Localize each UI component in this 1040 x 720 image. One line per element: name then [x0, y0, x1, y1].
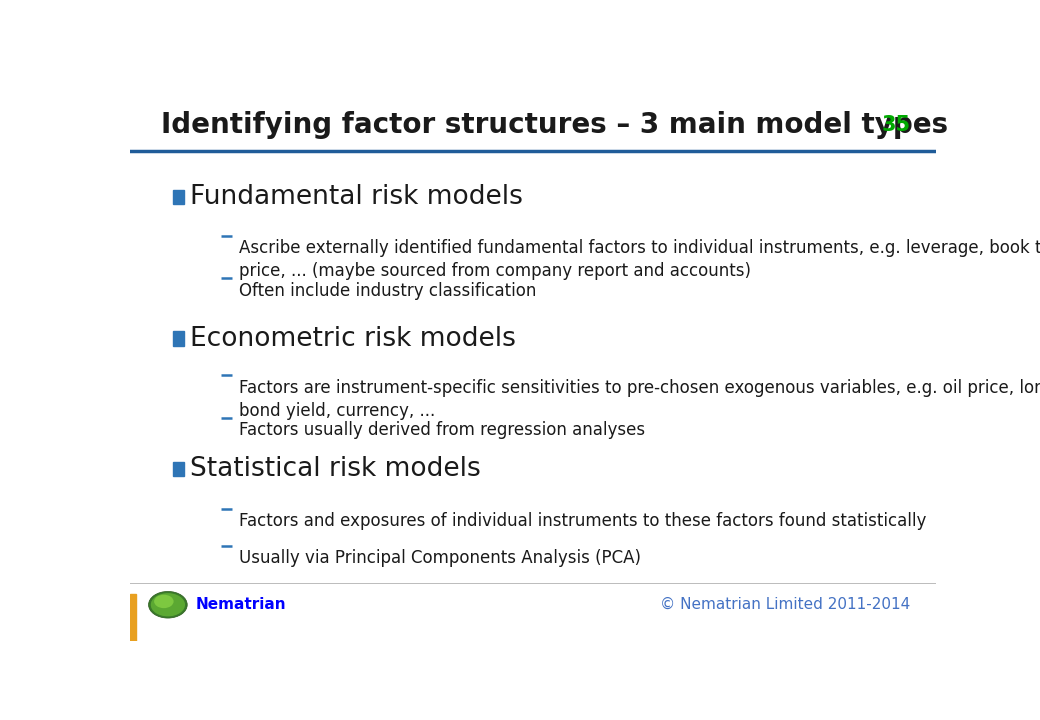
Text: 35: 35 [881, 115, 910, 135]
Text: Factors usually derived from regression analyses: Factors usually derived from regression … [239, 421, 645, 439]
FancyBboxPatch shape [130, 594, 135, 641]
Text: Often include industry classification: Often include industry classification [239, 282, 537, 300]
Text: © Nematrian Limited 2011-2014: © Nematrian Limited 2011-2014 [660, 598, 910, 612]
Text: Ascribe externally identified fundamental factors to individual instruments, e.g: Ascribe externally identified fundamenta… [239, 239, 1040, 281]
Circle shape [154, 595, 174, 608]
Text: Identifying factor structures – 3 main model types: Identifying factor structures – 3 main m… [160, 111, 947, 139]
Text: Factors and exposures of individual instruments to these factors found statistic: Factors and exposures of individual inst… [239, 512, 927, 530]
Text: Factors are instrument-specific sensitivities to pre-chosen exogenous variables,: Factors are instrument-specific sensitiv… [239, 379, 1040, 420]
Text: Econometric risk models: Econometric risk models [190, 325, 516, 351]
Text: Fundamental risk models: Fundamental risk models [190, 184, 523, 210]
Text: Nematrian: Nematrian [196, 598, 286, 612]
FancyBboxPatch shape [173, 190, 184, 204]
Text: Usually via Principal Components Analysis (PCA): Usually via Principal Components Analysi… [239, 549, 641, 567]
FancyBboxPatch shape [173, 331, 184, 346]
Circle shape [149, 591, 187, 618]
Text: Statistical risk models: Statistical risk models [190, 456, 482, 482]
Circle shape [150, 593, 185, 617]
FancyBboxPatch shape [173, 462, 184, 476]
